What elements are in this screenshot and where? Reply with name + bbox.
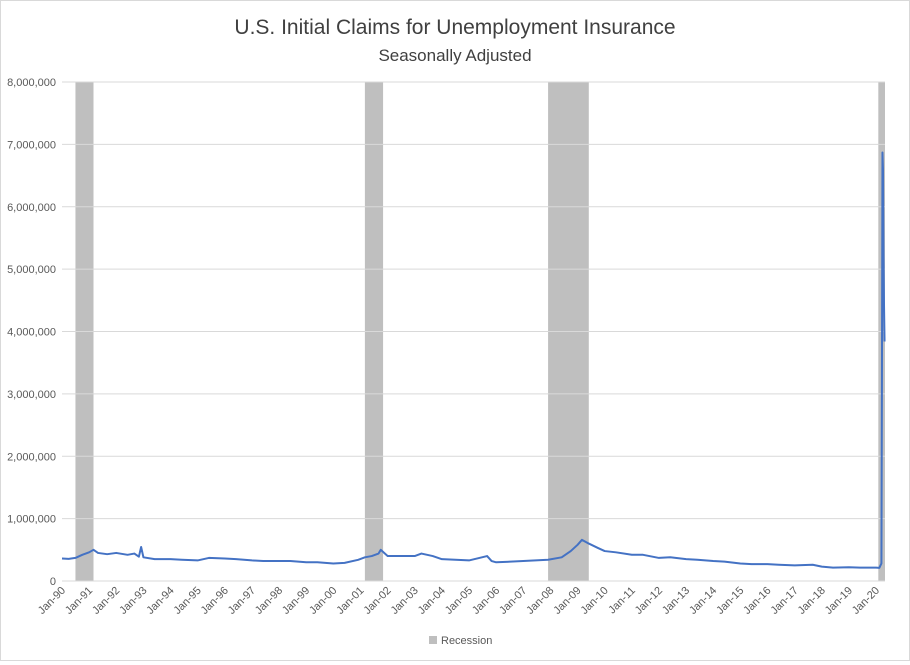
x-tick-label: Jan-04 bbox=[416, 585, 448, 617]
x-tick-label: Jan-06 bbox=[470, 585, 502, 617]
x-axis-ticks: Jan-90Jan-91Jan-92Jan-93Jan-94Jan-95Jan-… bbox=[36, 585, 882, 617]
legend-label-recession: Recession bbox=[441, 635, 492, 647]
x-tick-label: Jan-02 bbox=[361, 585, 393, 617]
x-tick-label: Jan-90 bbox=[36, 585, 68, 617]
x-tick-label: Jan-98 bbox=[253, 585, 285, 617]
x-tick-label: Jan-00 bbox=[307, 585, 339, 617]
x-tick-label: Jan-95 bbox=[172, 585, 204, 617]
x-tick-label: Jan-93 bbox=[117, 585, 149, 617]
x-tick-label: Jan-18 bbox=[796, 585, 828, 617]
series-layer bbox=[61, 151, 886, 569]
gridlines bbox=[62, 81, 885, 582]
y-tick-label: 4,000,000 bbox=[7, 327, 56, 339]
x-tick-label: Jan-07 bbox=[497, 585, 529, 617]
x-tick-label: Jan-92 bbox=[90, 585, 122, 617]
x-tick-label: Jan-94 bbox=[144, 585, 176, 617]
x-tick-label: Jan-09 bbox=[551, 585, 583, 617]
chart-subtitle: Seasonally Adjusted bbox=[378, 46, 531, 65]
x-tick-label: Jan-01 bbox=[334, 585, 366, 617]
x-tick-label: Jan-11 bbox=[606, 585, 638, 617]
y-tick-label: 7,000,000 bbox=[7, 139, 56, 151]
y-tick-label: 2,000,000 bbox=[7, 451, 56, 463]
x-tick-label: Jan-16 bbox=[741, 585, 773, 617]
y-tick-label: 8,000,000 bbox=[7, 77, 56, 89]
x-tick-label: Jan-96 bbox=[199, 585, 231, 617]
x-tick-label: Jan-13 bbox=[660, 585, 692, 617]
x-tick-label: Jan-10 bbox=[579, 585, 611, 617]
x-tick-label: Jan-14 bbox=[687, 585, 719, 617]
x-tick-label: Jan-97 bbox=[226, 585, 258, 617]
y-tick-label: 5,000,000 bbox=[7, 264, 56, 276]
legend-swatch-recession bbox=[429, 636, 437, 644]
x-tick-label: Jan-03 bbox=[389, 585, 421, 617]
y-tick-label: 6,000,000 bbox=[7, 202, 56, 214]
y-tick-label: 1,000,000 bbox=[7, 514, 56, 526]
x-tick-label: Jan-20 bbox=[850, 585, 882, 617]
x-tick-label: Jan-15 bbox=[714, 585, 746, 617]
chart-title: U.S. Initial Claims for Unemployment Ins… bbox=[234, 16, 675, 39]
x-tick-label: Jan-12 bbox=[633, 585, 665, 617]
x-tick-label: Jan-05 bbox=[443, 585, 475, 617]
y-axis-ticks: 0 1,000,000 2,000,000 3,000,000 4,000,000 5,0… bbox=[7, 77, 56, 588]
x-tick-label: Jan-08 bbox=[524, 585, 556, 617]
x-tick-label: Jan-17 bbox=[769, 585, 801, 617]
y-tick-label: 3,000,000 bbox=[7, 389, 56, 401]
y-tick-label: 0 bbox=[50, 576, 56, 588]
x-tick-label: Jan-19 bbox=[823, 585, 855, 617]
x-tick-label: Jan-99 bbox=[280, 585, 312, 617]
legend: Recession bbox=[429, 635, 492, 647]
x-tick-label: Jan-91 bbox=[63, 585, 95, 617]
series-line bbox=[61, 151, 886, 569]
